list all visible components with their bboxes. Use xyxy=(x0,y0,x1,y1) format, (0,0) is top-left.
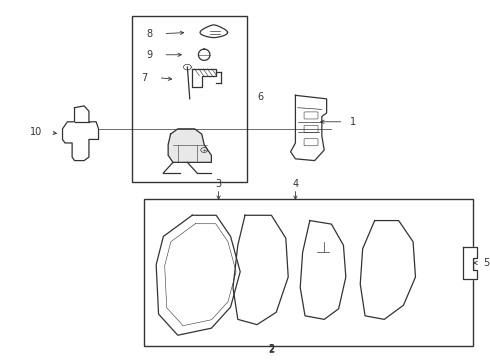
Text: 2: 2 xyxy=(269,345,274,355)
Text: 8: 8 xyxy=(146,28,152,39)
Text: 1: 1 xyxy=(350,117,356,127)
Polygon shape xyxy=(233,215,288,325)
Polygon shape xyxy=(291,95,327,161)
Polygon shape xyxy=(168,129,211,162)
Bar xyxy=(144,199,473,346)
Text: 10: 10 xyxy=(30,127,42,138)
Polygon shape xyxy=(300,221,346,319)
Text: 2: 2 xyxy=(269,344,274,354)
Text: 3: 3 xyxy=(216,179,221,189)
Text: 2: 2 xyxy=(269,344,274,354)
Polygon shape xyxy=(192,69,216,86)
Bar xyxy=(132,16,247,182)
Polygon shape xyxy=(360,221,416,319)
Text: 5: 5 xyxy=(483,258,489,268)
Text: 7: 7 xyxy=(141,73,147,83)
Polygon shape xyxy=(63,106,98,161)
Polygon shape xyxy=(156,215,240,335)
Text: 4: 4 xyxy=(293,179,298,189)
Text: 9: 9 xyxy=(146,50,152,60)
Text: 6: 6 xyxy=(257,92,263,102)
Polygon shape xyxy=(464,247,477,279)
